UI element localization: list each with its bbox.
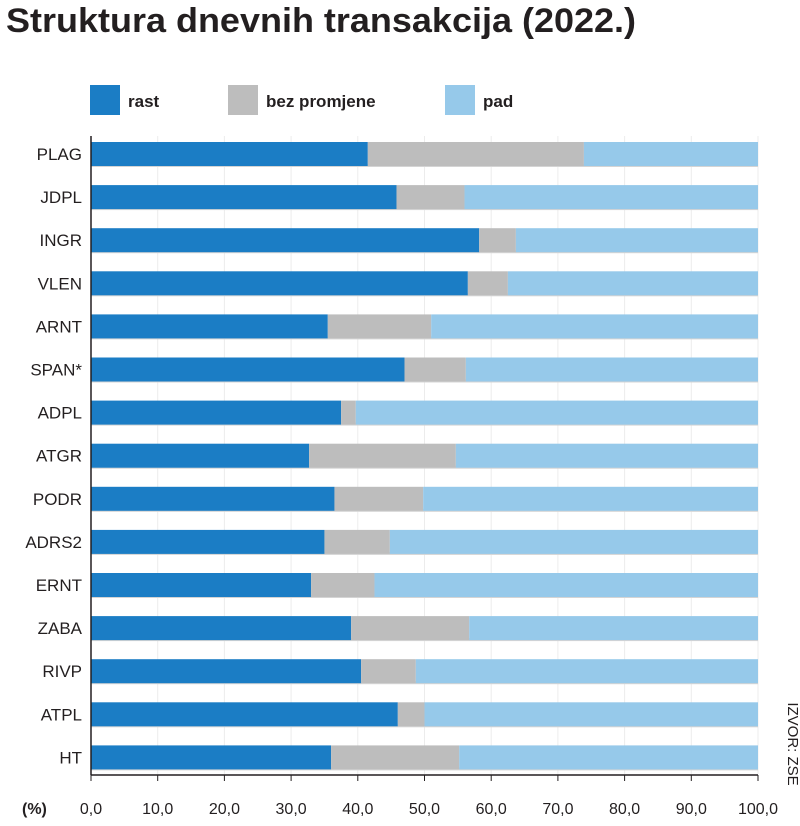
bar-adpl-1 [341, 400, 356, 425]
bar-ht-2 [459, 745, 758, 770]
legend-swatch-2 [445, 85, 475, 115]
category-label: ATGR [36, 447, 82, 466]
bar-plag-1 [367, 142, 584, 166]
x-tick-label: 100,0 [738, 801, 778, 818]
bar-arnt-0 [91, 314, 328, 339]
x-tick-label: 60,0 [476, 801, 507, 818]
legend-label-1: bez promjene [266, 92, 376, 111]
bar-zaba-0 [91, 616, 352, 641]
bar-podr-0 [91, 486, 335, 511]
bar-jdpl-1 [396, 185, 465, 210]
x-tick-label: 90,0 [676, 801, 707, 818]
bar-adrs2-0 [91, 529, 325, 554]
bar-ingr-2 [515, 228, 758, 253]
bar-ernt-0 [91, 573, 312, 597]
category-label: VLEN [38, 274, 82, 293]
x-tick-label: 0,0 [80, 801, 102, 818]
category-label: ADRS2 [25, 533, 82, 552]
axis-unit-label: (%) [22, 801, 47, 818]
bar-rivp-0 [91, 659, 362, 684]
bar-atpl-0 [91, 702, 398, 727]
bar-atgr-2 [455, 443, 758, 468]
category-label: JDPL [40, 188, 82, 207]
bar-atpl-1 [397, 702, 425, 727]
chart-title: Struktura dnevnih transakcija (2022.) [6, 2, 636, 40]
bar-atpl-2 [424, 702, 758, 727]
bar-zaba-2 [469, 616, 758, 641]
x-tick-label: 70,0 [542, 801, 573, 818]
bar-podr-2 [423, 486, 758, 511]
category-label: PLAG [37, 145, 82, 164]
category-label: INGR [40, 231, 83, 250]
category-labels: PLAG JDPL INGR VLEN ARNT SPAN* ADPL ATGR PODR ADR… [25, 145, 82, 767]
category-label: ADPL [38, 404, 82, 423]
bars [91, 142, 758, 771]
x-tick-label: 10,0 [142, 801, 173, 818]
bar-vlen-0 [91, 271, 468, 296]
bar-ht-1 [331, 745, 460, 770]
bar-adpl-2 [355, 400, 758, 425]
bar-vlen-2 [507, 271, 758, 296]
bar-adrs2-2 [389, 529, 758, 554]
x-axis: 0,0 10,0 20,0 30,0 40,0 50,0 60,0 70,0 80,0 90,0 1… [80, 136, 778, 818]
x-tick-label: 30,0 [276, 801, 307, 818]
category-label: PODR [33, 490, 82, 509]
category-label: RIVP [42, 662, 82, 681]
x-tick-label: 50,0 [409, 801, 440, 818]
bar-atgr-0 [91, 443, 310, 468]
category-label: SPAN* [30, 361, 82, 380]
bar-jdpl-2 [464, 185, 758, 210]
x-tick-label: 40,0 [342, 801, 373, 818]
bar-adpl-0 [91, 400, 342, 425]
category-label: HT [59, 748, 82, 767]
bar-ingr-1 [479, 228, 516, 253]
bar-arnt-2 [431, 314, 758, 339]
legend: rast bez promjene pad [90, 85, 513, 115]
category-label: ARNT [36, 317, 82, 336]
bar-ingr-0 [91, 228, 480, 253]
x-tick-label: 20,0 [209, 801, 240, 818]
bar-podr-1 [334, 486, 424, 511]
source-note: IZVOR: ZSE [784, 702, 800, 785]
bar-span-2 [465, 357, 758, 382]
bar-ernt-1 [311, 573, 375, 597]
bar-plag-0 [91, 142, 368, 166]
legend-swatch-0 [90, 85, 120, 115]
bar-zaba-1 [351, 616, 470, 641]
bar-adrs2-1 [324, 529, 390, 554]
bar-plag-2 [583, 142, 758, 166]
category-label: ATPL [41, 705, 82, 724]
bar-span-1 [404, 357, 466, 382]
category-label: ERNT [36, 576, 82, 595]
legend-label-2: pad [483, 92, 513, 111]
x-tick-label: 80,0 [609, 801, 640, 818]
bar-rivp-1 [361, 659, 416, 684]
legend-label-0: rast [128, 92, 160, 111]
bar-arnt-1 [327, 314, 432, 339]
category-label: ZABA [38, 619, 83, 638]
bar-vlen-1 [467, 271, 508, 296]
bar-jdpl-0 [91, 185, 397, 210]
bar-ernt-2 [374, 573, 758, 597]
bar-span-0 [91, 357, 405, 382]
legend-swatch-1 [228, 85, 258, 115]
bar-rivp-2 [415, 659, 758, 684]
bar-atgr-1 [309, 443, 456, 468]
bar-ht-0 [91, 745, 332, 770]
